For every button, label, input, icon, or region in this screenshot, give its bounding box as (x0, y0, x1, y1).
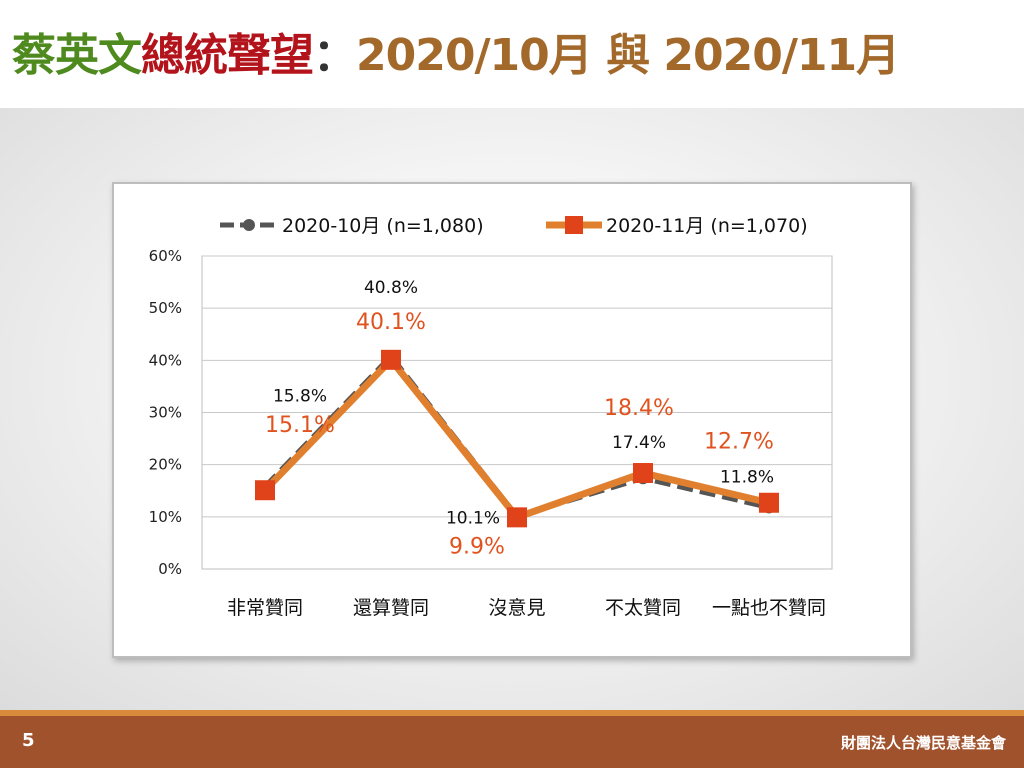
legend-marker-oct (243, 219, 255, 231)
title-topic: 總統聲望 (141, 30, 314, 81)
chart-frame: 0% 10% 20% 30% 40% 50% 60% 非常贊同 還算贊同 沒意見 不太贊同 一點也不贊… (112, 182, 912, 658)
data-label-nov: 40.1% (356, 310, 426, 335)
data-label-oct: 10.1% (446, 508, 500, 528)
point-nov (633, 463, 653, 484)
point-nov (759, 492, 779, 513)
data-label-nov: 18.4% (604, 396, 674, 421)
data-label-oct: 11.8% (720, 467, 774, 487)
y-tick-label: 60% (149, 247, 182, 265)
series-line-oct (263, 353, 770, 519)
point-nov (381, 349, 401, 370)
data-label-oct: 40.8% (364, 278, 418, 298)
slide-header: 蔡英文總統聲望：2020/10月 與 2020/11月 (0, 0, 1024, 108)
legend-label-oct: 2020-10月 (n=1,080) (282, 215, 484, 237)
y-tick-label: 10% (149, 508, 182, 526)
data-label-oct: 15.8% (273, 387, 327, 407)
x-category-label: 不太贊同 (605, 597, 681, 619)
slide-title: 蔡英文總統聲望：2020/10月 與 2020/11月 (12, 26, 900, 86)
title-period: 2020/10月 與 2020/11月 (356, 30, 900, 81)
data-label-nov: 12.7% (704, 430, 774, 455)
series-line-nov (262, 356, 770, 521)
x-category-label: 還算贊同 (353, 597, 429, 619)
data-label-oct: 17.4% (612, 433, 666, 453)
point-nov (255, 480, 275, 501)
page-number: 5 (22, 730, 35, 751)
organization-name: 財團法人台灣民意基金會 (840, 734, 1006, 752)
title-separator: ： (313, 30, 357, 81)
footer-divider (0, 710, 1024, 716)
x-category-label: 沒意見 (488, 597, 545, 619)
y-tick-label: 0% (158, 560, 182, 578)
y-tick-label: 20% (149, 456, 182, 474)
line-chart: 0% 10% 20% 30% 40% 50% 60% 非常贊同 還算贊同 沒意見 不太贊同 一點也不贊… (149, 215, 833, 619)
legend-label-nov: 2020-11月 (n=1,070) (606, 215, 808, 237)
point-nov (507, 507, 527, 528)
x-category-label: 非常贊同 (227, 597, 303, 619)
data-label-nov: 15.1% (265, 413, 335, 438)
slide-footer: 5 財團法人台灣民意基金會 (0, 716, 1024, 768)
y-tick-label: 30% (149, 404, 182, 422)
legend-marker-nov (565, 216, 583, 234)
y-tick-label: 40% (149, 351, 182, 369)
x-category-label: 一點也不贊同 (712, 597, 826, 619)
data-label-nov: 9.9% (449, 534, 505, 559)
title-subject: 蔡英文 (12, 30, 142, 81)
y-tick-label: 50% (149, 299, 182, 317)
